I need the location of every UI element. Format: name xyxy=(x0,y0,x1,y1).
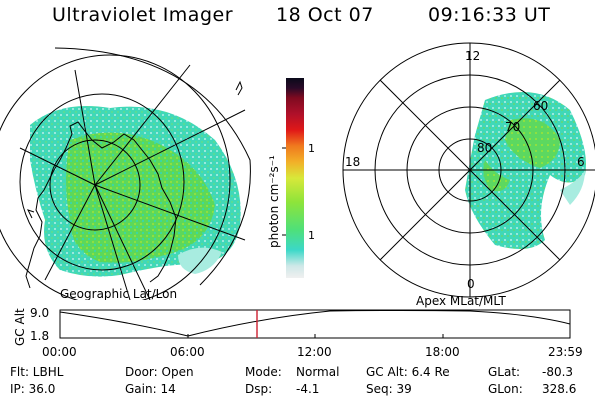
altitude-xtick-label: 12:00 xyxy=(297,345,332,359)
colorbar-tick-label: 100 xyxy=(308,142,314,155)
date-label: 18 Oct 07 xyxy=(276,4,374,26)
dsp-value: -4.1 xyxy=(296,382,320,396)
gain-info: Gain: 14 xyxy=(125,382,176,396)
colorbar-unit-label: photon cm⁻²s⁻¹ xyxy=(267,155,281,248)
filter-info: Flt: LBHL xyxy=(10,365,64,379)
emission-region xyxy=(30,106,241,277)
seq-info: Seq: 39 xyxy=(366,382,412,396)
colorbar-tick-label: 10 xyxy=(308,229,314,242)
mlat-70-label: 70 xyxy=(505,120,520,134)
colorbar: 100 10 photon cm⁻²s⁻¹ xyxy=(267,78,314,278)
glat-label: GLat: xyxy=(488,365,521,379)
altitude-plot: GC Alt 9.0 1.8 00:00 06:00 12:00 18:00 2… xyxy=(13,306,583,359)
coastline xyxy=(25,80,243,289)
polar-grid xyxy=(342,42,595,298)
time-label: 09:16:33 UT xyxy=(428,4,551,26)
altitude-ytick: 9.0 xyxy=(30,306,49,320)
ip-info: IP: 36.0 xyxy=(10,382,56,396)
right-map-label: Apex MLat/MLT xyxy=(416,294,506,308)
instrument-title: Ultraviolet Imager xyxy=(52,4,234,26)
dsp-label: Dsp: xyxy=(245,382,273,396)
mlt-0-label: 0 xyxy=(467,277,475,291)
altitude-ylabel: GC Alt xyxy=(13,308,27,346)
mlat-60-label: 60 xyxy=(533,99,548,113)
altitude-frame xyxy=(59,309,571,339)
mlat-80-label: 80 xyxy=(477,141,492,155)
mlt-12-label: 12 xyxy=(465,49,480,63)
door-info: Door: Open xyxy=(125,365,194,379)
colorbar-gradient xyxy=(286,78,304,278)
mlt-6-label: 6 xyxy=(577,155,585,169)
glon-label: GLon: xyxy=(488,382,523,396)
left-map-label: Geographic Lat/Lon xyxy=(60,287,177,300)
altitude-xticks xyxy=(187,334,444,338)
altitude-xtick-label: 23:59 xyxy=(548,345,583,359)
altitude-ytick: 1.8 xyxy=(30,329,49,343)
glon-value: 328.6 xyxy=(542,382,577,396)
altitude-xtick-label: 06:00 xyxy=(170,345,205,359)
geographic-map: Geographic Lat/Lon xyxy=(0,47,251,300)
altitude-xtick-label: 18:00 xyxy=(425,345,460,359)
graticule xyxy=(0,47,251,300)
mlt-18-label: 18 xyxy=(345,155,360,169)
altitude-xtick-label: 00:00 xyxy=(42,345,77,359)
mode-label: Mode: xyxy=(245,365,282,379)
gc-alt-info: GC Alt: 6.4 Re xyxy=(366,365,450,379)
altitude-curve xyxy=(59,310,571,337)
glat-value: -80.3 xyxy=(542,365,574,379)
polar-map: 12 18 6 0 80 70 60 xyxy=(342,42,595,298)
mode-value: Normal xyxy=(296,365,340,379)
